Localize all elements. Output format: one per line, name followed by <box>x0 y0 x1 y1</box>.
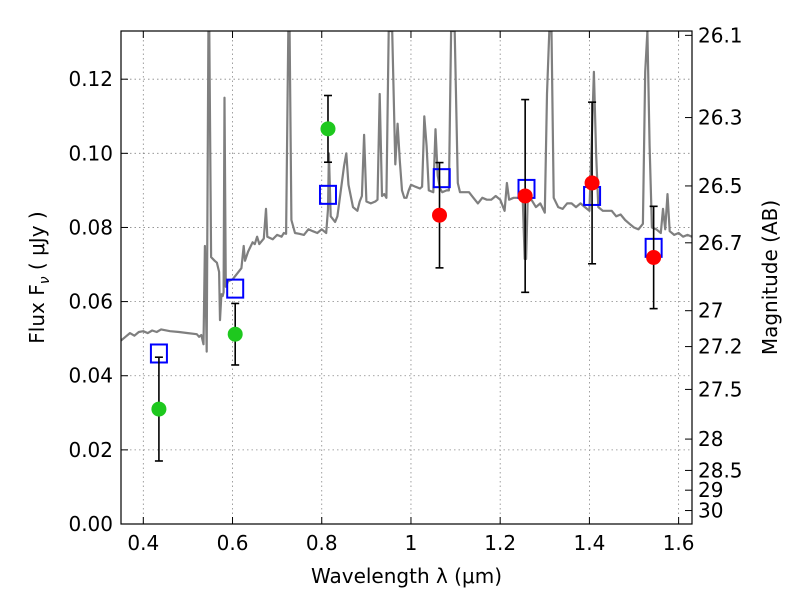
x-axis: 0.4 0.6 0.8 1 1.2 1.4 1.6 <box>127 31 695 555</box>
y-axis-label-sub: ν <box>37 276 53 284</box>
y2-tick-label: 27 <box>698 299 723 323</box>
y-tick-label: 0.04 <box>68 364 113 388</box>
x-tick-label: 0.4 <box>127 531 159 555</box>
photometry-point <box>517 188 533 204</box>
y2-axis-label: Magnitude (AB) <box>758 200 782 355</box>
y2-tick-label: 27.5 <box>698 377 743 401</box>
y-axis-label-main: Flux F <box>25 284 49 343</box>
y2-tick-label: 26.5 <box>698 174 743 198</box>
x-tick-label: 1 <box>405 531 418 555</box>
model-square <box>318 184 337 205</box>
photometry-point <box>227 326 243 342</box>
y-tick-label: 0.00 <box>68 512 113 536</box>
y-tick-label: 0.02 <box>68 438 113 462</box>
y-tick-label: 0.12 <box>68 67 113 91</box>
y2-tick-label: 29 <box>698 478 723 502</box>
model-square <box>432 168 451 189</box>
grid <box>121 31 692 525</box>
x-tick-label: 1.2 <box>484 531 516 555</box>
x-tick-label: 1.4 <box>573 531 605 555</box>
photometry-point <box>151 401 167 417</box>
x-tick-label: 0.6 <box>217 531 249 555</box>
photometry-point <box>432 207 448 223</box>
y2-tick-label: 30 <box>698 499 723 523</box>
y2-tick-label: 28.5 <box>698 458 743 482</box>
y2-tick-label: 26.1 <box>698 23 743 47</box>
y2-tick-label: 27.2 <box>698 335 743 359</box>
y-tick-label: 0.10 <box>68 141 113 165</box>
photometry-point <box>646 249 662 265</box>
y-axis: 0.00 0.02 0.04 0.06 0.08 0.10 0.12 <box>68 67 128 536</box>
x-tick-label: 1.6 <box>663 531 695 555</box>
y-axis-label-unit: ( μJy ) <box>25 211 49 276</box>
photometry-point <box>320 121 336 137</box>
y-tick-label: 0.06 <box>68 290 113 314</box>
y2-tick-label: 26.3 <box>698 106 743 130</box>
y2-tick-label: 26.7 <box>698 231 743 255</box>
model-square <box>226 278 245 299</box>
x-axis-label: Wavelength λ (μm) <box>311 564 502 588</box>
data-points <box>149 94 663 462</box>
photometry-point <box>584 175 600 191</box>
y2-tick-label: 28 <box>698 427 723 451</box>
y-tick-label: 0.08 <box>68 215 113 239</box>
x-tick-label: 0.8 <box>306 531 338 555</box>
y-axis-label: Flux Fν ( μJy ) <box>25 211 53 343</box>
plot-frame <box>120 30 693 525</box>
